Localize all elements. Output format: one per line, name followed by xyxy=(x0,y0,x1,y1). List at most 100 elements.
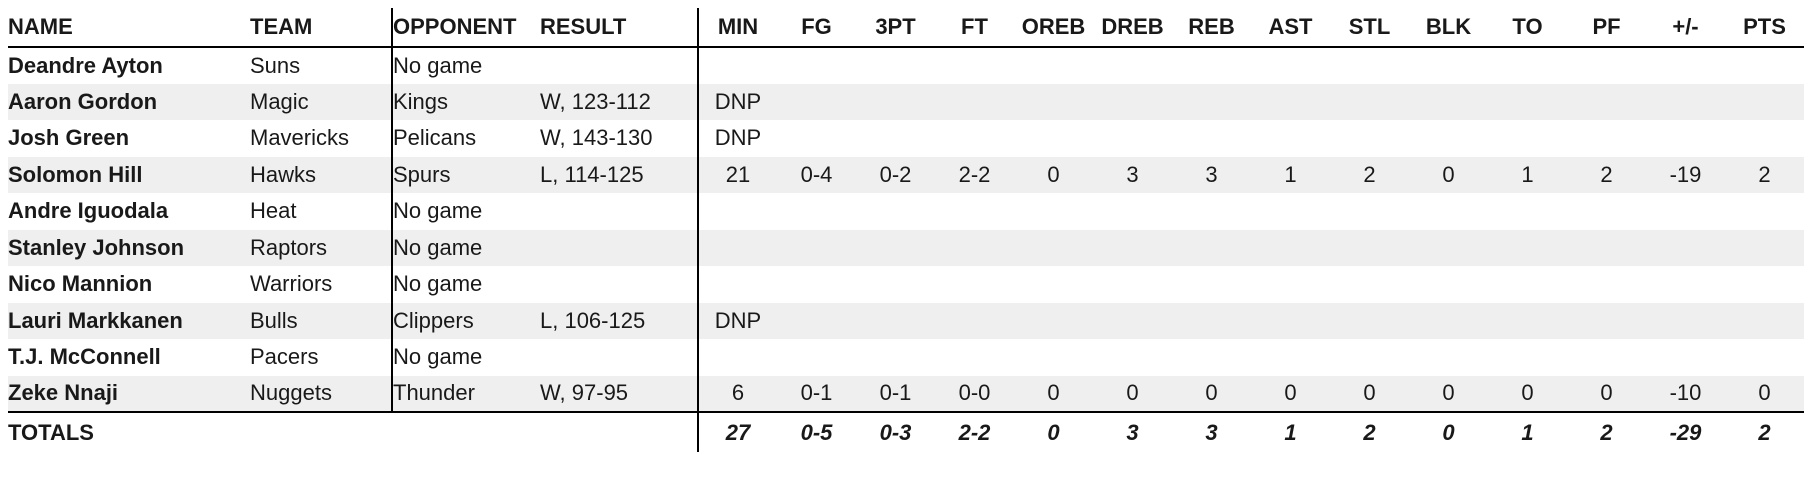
stat-cell-min xyxy=(698,193,777,230)
team-cell: Heat xyxy=(250,193,393,230)
stat-cell-blk xyxy=(1409,84,1488,121)
stat-cell-plus_minus xyxy=(1646,193,1725,230)
stat-cell-ft: 2-2 xyxy=(958,161,991,187)
player-row: Zeke Nnaji Nuggets Thunder W, 97-95 6 0-1 0-1 0… xyxy=(8,375,1804,412)
totals-row: TOTALS 27 0-5 0-3 2-2 0 3 3 1 2 0 1 2 -29 2 xyxy=(8,411,1804,452)
stat-cell-blk xyxy=(1409,120,1488,157)
stat-cell-ast xyxy=(1251,230,1330,267)
player-stats-table: NAME TEAM OPPONENT RESULT MIN FG 3PT FT OREB DREB… xyxy=(8,8,1804,452)
stat-cell-fg: 0-1 xyxy=(800,380,833,406)
stat-cell-dreb xyxy=(1093,193,1172,230)
result-cell xyxy=(540,193,699,230)
stat-cell-min: DNP xyxy=(714,88,762,114)
stat-cell-to xyxy=(1488,266,1567,303)
opponent-cell: No game xyxy=(393,234,483,260)
stat-cell-oreb xyxy=(1014,84,1093,121)
stat-cell-fg xyxy=(777,303,856,340)
opponent-cell: Thunder xyxy=(393,380,475,406)
stat-cell-dreb xyxy=(1093,84,1172,121)
player-row: Lauri Markkanen Bulls Clippers L, 106-125 DN… xyxy=(8,302,1804,340)
totals-stat-cell-pts: 2 xyxy=(1725,411,1804,452)
column-header-pf: PF xyxy=(1567,8,1646,48)
stat-cell-stl xyxy=(1330,193,1409,230)
stat-cell-blk xyxy=(1409,47,1488,84)
stat-cell-plus_minus xyxy=(1646,84,1725,121)
stat-cell-fg xyxy=(777,193,856,230)
stat-cell-pf: 0 xyxy=(1600,380,1613,406)
stat-cell-dreb xyxy=(1093,339,1172,376)
stat-cell-fg xyxy=(777,266,856,303)
stat-cell-ft xyxy=(935,47,1014,84)
totals-stat-cell-to: 1 xyxy=(1488,411,1567,452)
stat-cell-pts xyxy=(1725,266,1804,303)
stat-cell-min xyxy=(698,230,777,267)
column-header-ast: AST xyxy=(1251,8,1330,48)
stat-cell-oreb xyxy=(1014,266,1093,303)
totals-empty-cell xyxy=(540,411,699,452)
totals-stat-cell-ast: 1 xyxy=(1251,411,1330,452)
stat-cell-blk: 0 xyxy=(1442,380,1455,406)
stat-cell-plus_minus: -10 xyxy=(1669,380,1702,406)
stat-cell-reb xyxy=(1172,230,1251,267)
stat-cell-blk xyxy=(1409,303,1488,340)
stat-cell-oreb: 0 xyxy=(1047,380,1060,406)
stat-cell-reb xyxy=(1172,47,1251,84)
stat-cell-fg: 0-4 xyxy=(800,161,833,187)
stat-cell-pf xyxy=(1567,303,1646,340)
stat-cell-reb xyxy=(1172,339,1251,376)
column-header-3pt: 3PT xyxy=(856,8,935,48)
totals-stat-cell-fg: 0-5 xyxy=(777,411,856,452)
opponent-cell: Spurs xyxy=(393,161,451,187)
name-cell: T.J. McConnell xyxy=(8,344,161,370)
opponent-cell: Kings xyxy=(393,88,449,114)
stat-cell-3pt xyxy=(856,120,935,157)
player-row: Aaron Gordon Magic Kings W, 123-112 DNP xyxy=(8,83,1804,121)
stat-cell-pf xyxy=(1567,120,1646,157)
result-cell: L, 106-125 xyxy=(540,302,699,339)
stat-cell-ast xyxy=(1251,339,1330,376)
stat-cell-fg xyxy=(777,84,856,121)
stat-cell-to xyxy=(1488,339,1567,376)
player-row: T.J. McConnell Pacers No game xyxy=(8,339,1804,376)
result-cell: W, 97-95 xyxy=(540,375,699,412)
totals-stat-cell-3pt: 0-3 xyxy=(856,411,935,452)
totals-stat-cell-ft: 2-2 xyxy=(935,411,1014,452)
stat-cell-reb xyxy=(1172,120,1251,157)
stat-cell-ft xyxy=(935,84,1014,121)
stat-cell-plus_minus xyxy=(1646,303,1725,340)
team-cell: Pacers xyxy=(250,339,393,376)
player-row: Nico Mannion Warriors No game xyxy=(8,266,1804,303)
name-cell: Stanley Johnson xyxy=(8,234,185,260)
stat-cell-plus_minus xyxy=(1646,266,1725,303)
stat-cell-oreb xyxy=(1014,339,1093,376)
name-cell: Zeke Nnaji xyxy=(8,380,119,406)
stat-cell-pts xyxy=(1725,120,1804,157)
opponent-cell: No game xyxy=(393,198,483,224)
stat-cell-pts: 0 xyxy=(1758,380,1771,406)
stat-cell-min xyxy=(698,266,777,303)
stat-cell-reb xyxy=(1172,193,1251,230)
stat-cell-pts xyxy=(1725,47,1804,84)
result-cell xyxy=(540,266,699,303)
stat-cell-3pt xyxy=(856,266,935,303)
stat-cell-stl xyxy=(1330,47,1409,84)
stat-cell-ast xyxy=(1251,303,1330,340)
column-header-to: TO xyxy=(1488,8,1567,48)
stat-cell-3pt xyxy=(856,193,935,230)
stat-cell-ft xyxy=(935,193,1014,230)
stat-cell-pf: 2 xyxy=(1600,161,1613,187)
header-row: NAME TEAM OPPONENT RESULT MIN FG 3PT FT OREB DREB… xyxy=(8,8,1804,48)
stat-cell-to xyxy=(1488,47,1567,84)
name-cell: Lauri Markkanen xyxy=(8,307,183,333)
stat-cell-oreb xyxy=(1014,120,1093,157)
column-header-min: MIN xyxy=(698,8,777,48)
column-header-team: TEAM xyxy=(250,8,393,48)
name-cell: Deandre Ayton xyxy=(8,52,163,78)
stat-cell-to xyxy=(1488,193,1567,230)
result-cell: W, 143-130 xyxy=(540,120,699,157)
team-cell: Magic xyxy=(250,83,393,120)
stat-cell-dreb: 3 xyxy=(1126,161,1139,187)
stat-cell-plus_minus xyxy=(1646,120,1725,157)
opponent-cell: Clippers xyxy=(393,307,474,333)
column-header-ft: FT xyxy=(935,8,1014,48)
